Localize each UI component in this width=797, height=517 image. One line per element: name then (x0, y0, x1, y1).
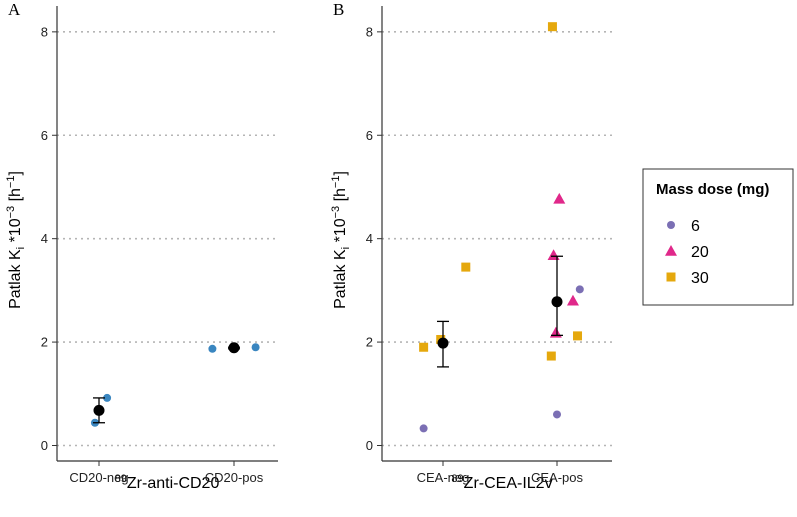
panel-b-point (419, 342, 429, 352)
panel-a-ytick-label: 8 (41, 24, 48, 39)
panel-b-point (566, 294, 579, 306)
panel-b-mean-point (437, 337, 449, 349)
panel-b-mean-point (551, 296, 563, 308)
panel-b-ytick-label: 4 (366, 231, 373, 246)
panel-b-ytick-label: 6 (366, 128, 373, 143)
panel-b-xtick-label: CEA-neg (417, 470, 470, 485)
panel-a-point (251, 343, 260, 352)
panel-b-point (553, 410, 561, 419)
panel-b-point (573, 331, 583, 341)
panel-a-ytick-label: 6 (41, 128, 48, 143)
panel-a-mean-point (228, 342, 240, 354)
panel-b-ytick-label: 8 (366, 24, 373, 39)
panel-a-ytick-label: 4 (41, 231, 48, 246)
panel-a: A Patlak Ki *10−3 [h−1] 89Zr-anti-CD20 0… (5, 0, 278, 492)
panel-b-point (553, 192, 566, 204)
legend-title: Mass dose (mg) (656, 181, 769, 198)
panel-a-mean-point (93, 404, 105, 416)
panel-b: B Patlak Ki *10−3 [h−1] 89Zr-CEA-IL2v 0 2… (330, 0, 612, 492)
legend: Mass dose (mg) 6 20 30 (642, 168, 794, 306)
panel-b-label: B (333, 0, 344, 19)
legend-label-20: 20 (691, 244, 709, 261)
panel-a-xlabel: 89Zr-anti-CD20 (115, 473, 220, 492)
legend-key-30 (666, 272, 676, 282)
panel-b-xtick-label: CEA-pos (531, 470, 584, 485)
panel-b-point (461, 262, 471, 272)
panel-a-xtick-label: CD20-pos (205, 470, 264, 485)
legend-label-6: 6 (691, 218, 700, 235)
panel-a-ytick-label: 2 (41, 335, 48, 350)
panel-b-ytick-label: 2 (366, 335, 373, 350)
panel-b-ytick-label: 0 (366, 438, 373, 453)
legend-key-6 (667, 221, 675, 229)
panel-a-ylabel: Patlak Ki *10−3 [h−1] (5, 171, 27, 309)
legend-box (642, 168, 794, 306)
legend-key-20 (665, 245, 677, 256)
panel-a-xtick-label: CD20-neg (69, 470, 128, 485)
panel-a-label: A (8, 0, 21, 19)
panel-b-point (575, 285, 584, 294)
panel-a-point (208, 344, 217, 353)
panel-b-xlabel: 89Zr-CEA-IL2v (451, 473, 552, 492)
panel-b-point (547, 22, 557, 32)
panel-b-point (547, 249, 560, 261)
panel-b-ylabel: Patlak Ki *10−3 [h−1] (330, 171, 352, 309)
panel-a-ytick-label: 0 (41, 438, 48, 453)
legend-label-30: 30 (691, 270, 709, 287)
panel-b-point (419, 424, 428, 433)
panel-a-point (103, 393, 112, 402)
panel-b-point (546, 351, 556, 361)
